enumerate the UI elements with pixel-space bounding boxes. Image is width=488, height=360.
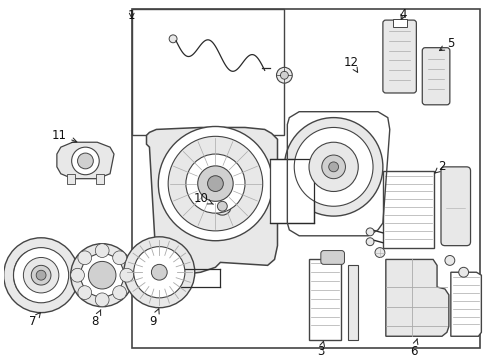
Circle shape (133, 247, 184, 298)
Text: 4: 4 (399, 8, 407, 21)
Text: 1: 1 (128, 9, 135, 22)
Circle shape (213, 197, 231, 215)
Circle shape (197, 166, 233, 201)
Text: 3: 3 (317, 341, 324, 357)
Text: 9: 9 (149, 309, 159, 328)
Circle shape (112, 286, 126, 300)
Circle shape (78, 286, 91, 300)
Bar (269, 159, 313, 223)
Polygon shape (450, 272, 480, 336)
FancyBboxPatch shape (320, 251, 344, 264)
Bar (66, 174, 75, 184)
Circle shape (280, 71, 288, 79)
Polygon shape (146, 127, 277, 275)
Circle shape (169, 35, 177, 43)
Circle shape (78, 153, 93, 169)
Bar (131, 9, 479, 348)
Text: 2: 2 (434, 160, 445, 174)
Bar (217, 202, 227, 210)
Bar (382, 171, 433, 248)
Circle shape (36, 270, 46, 280)
Circle shape (95, 293, 109, 307)
Bar (96, 174, 104, 184)
Circle shape (4, 238, 79, 312)
Circle shape (123, 237, 194, 308)
Text: 6: 6 (409, 339, 417, 357)
Text: 8: 8 (91, 310, 101, 328)
Circle shape (217, 201, 227, 211)
Circle shape (120, 268, 133, 282)
Text: 12: 12 (343, 56, 358, 72)
Bar (131, 9, 284, 135)
Circle shape (72, 147, 99, 175)
Bar (392, 19, 406, 27)
Polygon shape (385, 260, 448, 336)
FancyBboxPatch shape (440, 167, 469, 246)
Circle shape (366, 228, 373, 236)
Circle shape (366, 238, 373, 246)
Text: 11: 11 (51, 129, 77, 143)
Circle shape (284, 118, 382, 216)
Circle shape (294, 127, 372, 206)
Circle shape (31, 265, 51, 285)
Text: 10: 10 (193, 192, 213, 205)
Bar (347, 265, 358, 340)
Circle shape (158, 126, 272, 241)
Circle shape (112, 251, 126, 265)
Circle shape (151, 264, 167, 280)
Circle shape (458, 267, 468, 277)
Circle shape (78, 251, 91, 265)
Circle shape (168, 136, 262, 231)
Circle shape (308, 142, 358, 192)
Circle shape (328, 162, 338, 172)
Bar (308, 260, 340, 340)
Circle shape (321, 155, 345, 179)
FancyBboxPatch shape (422, 48, 449, 105)
Text: 7: 7 (29, 312, 41, 328)
Circle shape (81, 253, 123, 297)
Circle shape (14, 248, 68, 303)
Circle shape (71, 244, 133, 307)
FancyBboxPatch shape (382, 20, 415, 93)
Text: 5: 5 (439, 37, 454, 50)
Circle shape (23, 257, 59, 293)
Circle shape (276, 67, 292, 83)
Polygon shape (57, 142, 114, 179)
Circle shape (71, 268, 84, 282)
Circle shape (207, 176, 223, 192)
Circle shape (185, 154, 244, 213)
Circle shape (444, 256, 454, 265)
Circle shape (95, 244, 109, 257)
Circle shape (88, 261, 116, 289)
Circle shape (374, 248, 384, 257)
